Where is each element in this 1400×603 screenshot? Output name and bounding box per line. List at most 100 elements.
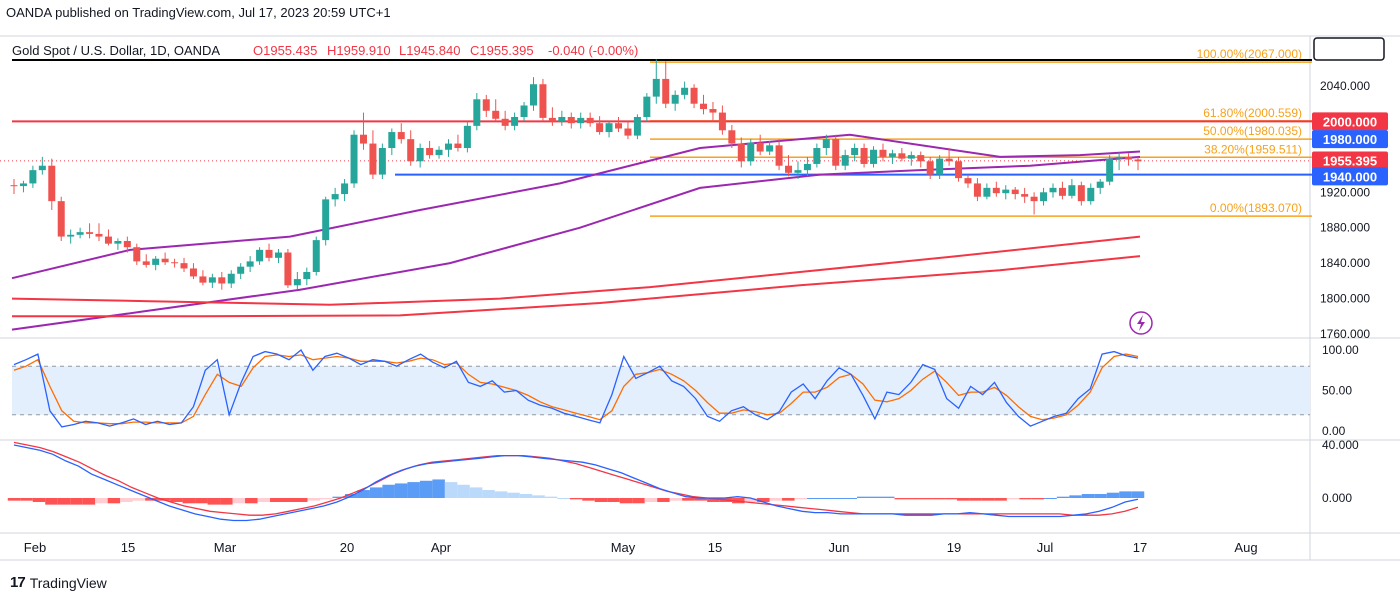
candle-body [463,125,471,148]
candle [29,165,37,188]
candle-body [293,279,301,286]
time-axis-tick: Jul [1037,540,1054,555]
candle-body [48,165,56,202]
candle-body [624,128,632,136]
candle [539,78,547,122]
candle-body [1068,185,1076,196]
macd-axis-tick: 0.000 [1322,491,1352,505]
price-axis-tick: 1920.000 [1320,185,1370,199]
macd-histogram-bar [70,498,83,505]
badge-1980-bg [1312,130,1388,149]
fib-level-label: 0.00%(1893.070) [1210,201,1302,215]
candle-body [57,201,65,237]
candle-body [482,99,490,111]
macd-histogram-bar [657,498,670,502]
macd-histogram-bar [419,480,433,498]
candle [794,161,802,179]
macd-histogram-bar [944,498,957,500]
macd-histogram-bar [669,498,683,501]
candle-body [161,258,169,263]
candle-body [171,262,179,264]
candle-body [577,117,585,124]
macd-histogram-bar [894,498,907,500]
candle-body [992,187,1000,194]
candle-body [104,236,112,244]
candle-body [19,183,27,187]
candle [973,178,981,202]
candle-body [860,148,868,164]
candle-body [747,142,755,162]
candle [189,263,197,280]
candle-body [416,148,424,162]
brand-name: TradingView [29,574,107,591]
candle-body [359,134,367,144]
macd-histogram-bar [457,484,470,498]
macd-histogram-bar [1119,491,1132,498]
candle [662,61,670,109]
candle [851,143,859,162]
candle [397,123,405,144]
candle-body [973,183,981,197]
macd-histogram-bar [245,498,258,504]
candle-body [189,268,197,277]
candle [378,143,386,179]
candle-body [1011,189,1019,195]
time-axis-tick: 17 [1133,540,1147,555]
candle-body [529,84,537,106]
time-axis-tick: Feb [24,540,46,555]
candle [615,117,623,133]
macd-histogram-bar [257,498,271,502]
candle [95,223,103,241]
candle-body [312,240,320,272]
macd-histogram-bar [494,491,508,498]
candle-body [303,272,311,280]
candle [567,112,575,129]
macd-histogram-bar [782,498,795,501]
candle [728,124,736,148]
macd-histogram-bar [95,498,108,504]
candle-body [1058,187,1066,196]
price-axis-tick: 2040.000 [1320,79,1370,93]
candle [983,183,991,200]
ohlc-high: H1959.910 [327,43,391,58]
macd-histogram-bar [195,498,208,504]
ohlc-open: O1955.435 [253,43,317,58]
candle-body [29,170,37,184]
macd-histogram-bar [207,498,221,505]
candle-body [851,148,859,156]
candle-body [1087,187,1095,202]
rsi-axis-tick: 0.00 [1322,424,1346,438]
candle-body [955,161,963,179]
stoch-rsi-d-line [13,353,1139,425]
fib-level-label: 61.80%(2000.559) [1203,106,1302,120]
candle [747,139,755,166]
price-axis-tick: 1840.000 [1320,256,1370,270]
macd-histogram-bar [232,498,246,504]
candle [775,139,783,171]
macd-histogram-bar [307,498,320,501]
candle-body [643,96,651,117]
flash-icon[interactable] [1129,311,1153,335]
ma-purple-line [11,133,1141,280]
candle-body [208,277,216,283]
macd-histogram-bar [45,498,58,505]
candle-body [454,143,462,148]
candle-body [511,117,519,126]
candle [1040,187,1048,206]
candle-body [926,161,934,175]
ma-red-lower-line [12,255,1141,318]
macd-histogram-bar [7,498,21,501]
macd-histogram-bar [1069,495,1082,498]
candle-body [841,155,849,166]
candle-body [794,170,802,173]
candle [322,196,330,246]
candle-body [1002,189,1010,194]
macd-signal-line [13,441,1139,516]
candle-body [879,149,887,157]
macd-histogram-bar [569,498,583,500]
candle [671,90,679,111]
candle [1058,181,1066,200]
tradingview-brand[interactable]: 17 TradingView [10,574,107,591]
candle [1049,183,1057,198]
candle [463,121,471,153]
